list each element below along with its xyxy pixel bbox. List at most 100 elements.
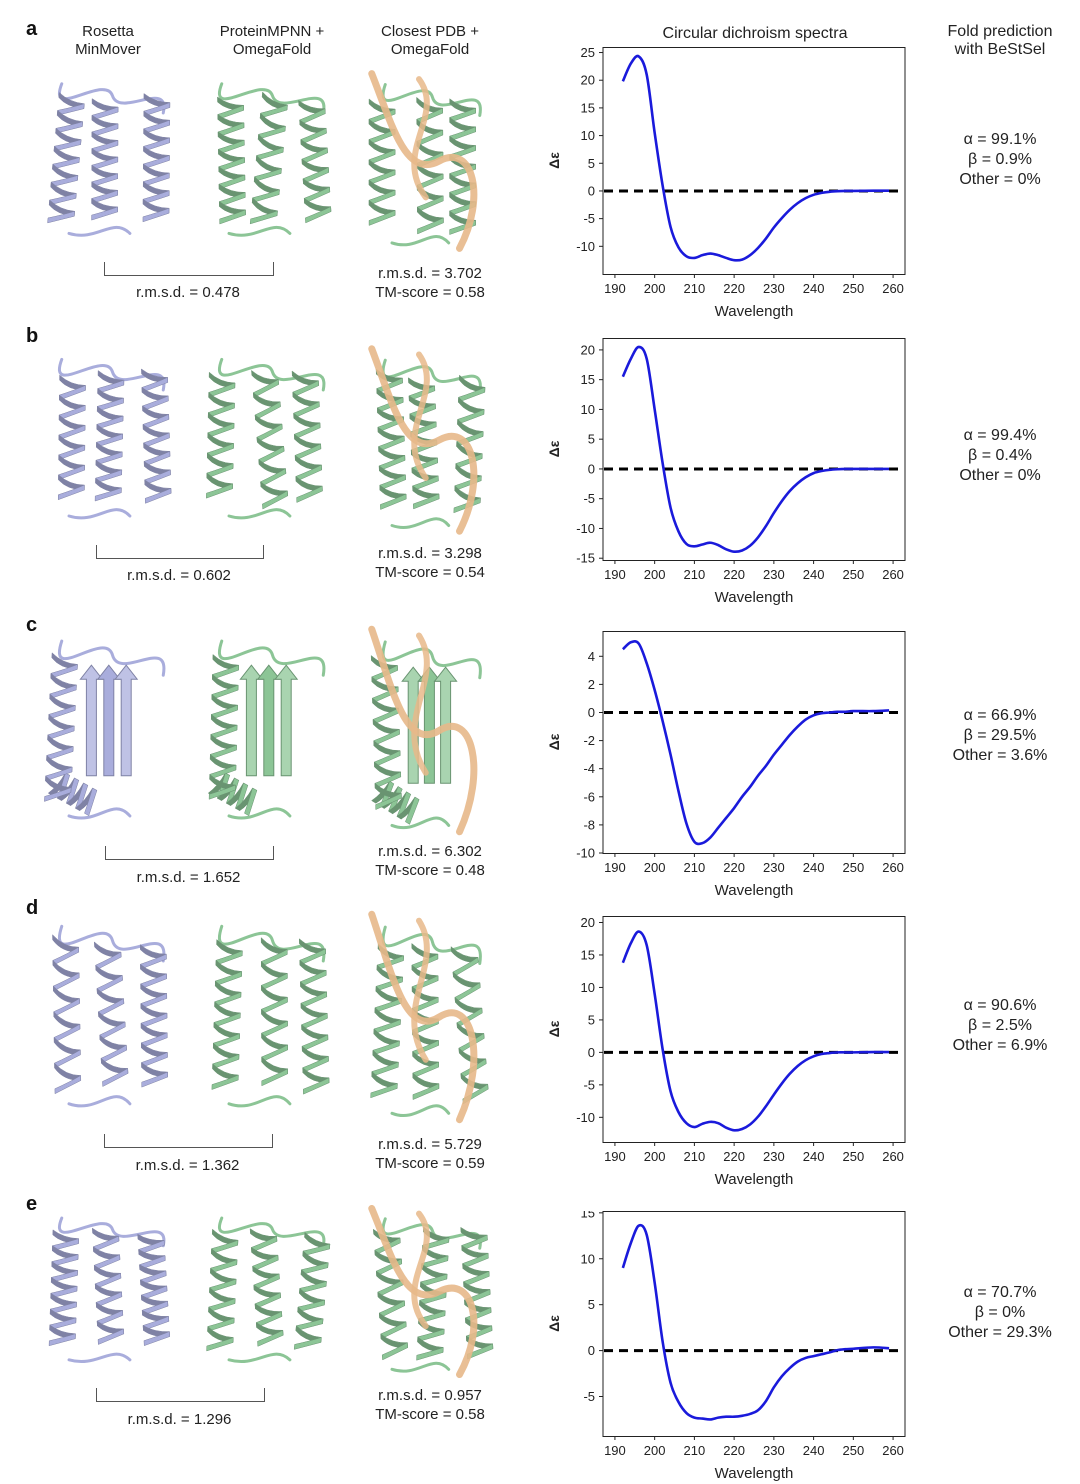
fold-other: Other = 6.9% — [952, 1037, 1048, 1054]
fold-prediction: α = 66.9% β = 29.5% Other = 3.6% — [930, 706, 1070, 766]
protein-loop — [218, 82, 326, 237]
tm-score-value: TM-score = 0.58 — [375, 1406, 485, 1423]
y-axis-label: Δε — [546, 1315, 562, 1332]
fold-prediction: α = 90.6% β = 2.5% Other = 6.9% — [930, 996, 1070, 1056]
y-tick-label: 20 — [581, 916, 595, 930]
y-tick-label: 5 — [588, 432, 595, 447]
fold-alpha: α = 90.6% — [963, 997, 1037, 1014]
alpha-helix — [137, 1233, 171, 1347]
rmsd-bracket — [96, 545, 264, 559]
x-tick-label: 190 — [604, 567, 626, 582]
beta-strand — [256, 664, 281, 777]
fold-other: Other = 0% — [959, 171, 1041, 188]
protein-loop — [381, 83, 482, 247]
rmsd-bracket — [105, 846, 274, 860]
fold-other: Other = 29.3% — [948, 1324, 1052, 1341]
protein-loop — [58, 639, 166, 820]
y-tick-label: -8 — [583, 817, 595, 832]
y-tick-label: 5 — [588, 1297, 595, 1312]
y-tick-label: 4 — [588, 649, 595, 664]
header-pdb: Closest PDB + OmegaFold — [360, 23, 500, 59]
cd-spectrum-chart: 4 2 0 -2 -4 -6 -8 -10 190 200 210 220 230 240 250 260 Wa… — [546, 631, 906, 899]
header-pdb-text: Closest PDB + OmegaFold — [381, 23, 479, 58]
protein-loop — [58, 1216, 166, 1363]
y-tick-label: -10 — [576, 1110, 595, 1125]
pdb-overlay-ribbon — [411, 632, 430, 776]
y-tick-label: 5 — [588, 1012, 595, 1027]
alpha-helix — [251, 369, 289, 510]
header-rosetta-text: Rosetta MinMover — [75, 23, 141, 58]
panel-letter: a — [26, 18, 38, 40]
protein-loop — [381, 925, 482, 1117]
y-tick-label: 0 — [588, 1343, 595, 1358]
panel-letter: d — [26, 897, 39, 919]
x-tick-label: 190 — [604, 860, 626, 875]
header-fold: Fold prediction with BeStSel — [930, 23, 1070, 59]
rmsd-pair-label: r.m.s.d. = 1.652 — [136, 869, 241, 886]
tm-score-value: TM-score = 0.48 — [375, 862, 485, 879]
x-tick-label: 230 — [763, 860, 785, 875]
x-tick-label: 200 — [644, 281, 666, 296]
x-tick-label: 230 — [763, 281, 785, 296]
x-axis-label: Wavelength — [715, 1465, 794, 1482]
x-tick-label: 260 — [882, 1443, 904, 1458]
y-tick-label: -5 — [583, 1077, 595, 1092]
x-tick-label: 210 — [684, 1443, 706, 1458]
rmsd-pair-label: r.m.s.d. = 1.296 — [127, 1411, 232, 1428]
y-tick-label: -10 — [576, 846, 595, 861]
protein-structure-image — [217, 82, 332, 237]
alpha-helix — [206, 1228, 239, 1352]
cd-spectrum-chart: 20 15 10 5 0 -5 -10 -15 190 200 210 220 230 240 250 260… — [546, 338, 906, 606]
alpha-helix — [92, 1227, 125, 1345]
x-tick-label: 220 — [723, 1149, 745, 1164]
cd-spectrum-chart: 25 20 15 10 5 0 -5 -10 190 200 210 220 230 240 250 260 W… — [546, 47, 906, 320]
protein-structure-image — [211, 924, 330, 1108]
alpha-helix — [206, 371, 236, 499]
protein-loop — [218, 1216, 326, 1363]
fold-alpha: α = 99.1% — [963, 131, 1037, 148]
alpha-helix — [375, 368, 407, 510]
tm-score-value: TM-score = 0.59 — [375, 1155, 485, 1172]
panel-letter: e — [26, 1193, 38, 1215]
header-cd: Circular dichroism spectra — [620, 25, 890, 43]
alpha-helix — [249, 91, 288, 225]
x-tick-label: 220 — [723, 1443, 745, 1458]
y-tick-label: 15 — [581, 947, 595, 962]
y-tick-label: -5 — [583, 1389, 595, 1404]
alpha-helix — [249, 1228, 284, 1347]
x-tick-label: 250 — [842, 281, 864, 296]
x-tick-label: 200 — [644, 860, 666, 875]
x-axis-label: Wavelength — [715, 882, 794, 899]
y-tick-label: -4 — [583, 761, 595, 776]
fold-alpha: α = 66.9% — [963, 707, 1037, 724]
x-tick-label: 240 — [803, 281, 825, 296]
alpha-helix — [217, 96, 246, 225]
y-axis-label: Δε — [546, 733, 562, 750]
y-axis-label: Δε — [546, 152, 562, 169]
x-tick-label: 190 — [604, 1443, 626, 1458]
rmsd-pdb-value: r.m.s.d. = 3.702 — [378, 265, 482, 282]
rmsd-pdb-label: r.m.s.d. = 3.298 TM-score = 0.54 — [355, 544, 505, 582]
beta-strand — [274, 664, 299, 777]
rmsd-bracket — [96, 1388, 265, 1402]
alpha-helix — [208, 653, 239, 800]
tm-score-value: TM-score = 0.54 — [375, 564, 485, 581]
alpha-helix — [260, 936, 288, 1087]
y-tick-label: -15 — [576, 551, 595, 566]
x-axis-label: Wavelength — [715, 1171, 794, 1188]
y-tick-label: 5 — [588, 156, 595, 171]
fold-other: Other = 3.6% — [952, 747, 1048, 764]
x-tick-label: 220 — [723, 567, 745, 582]
x-tick-label: 220 — [723, 281, 745, 296]
fold-beta: β = 29.5% — [963, 727, 1037, 744]
alpha-helix — [141, 368, 172, 504]
rmsd-pdb-label: r.m.s.d. = 3.702 TM-score = 0.58 — [355, 264, 505, 302]
x-axis-label: Wavelength — [715, 303, 794, 320]
alpha-helix — [291, 370, 323, 503]
protein-structure-image — [207, 639, 326, 820]
fold-prediction: α = 99.1% β = 0.9% Other = 0% — [930, 130, 1070, 190]
y-tick-label: 15 — [581, 100, 595, 115]
rmsd-pair-label: r.m.s.d. = 0.478 — [136, 284, 240, 301]
x-tick-label: 210 — [684, 281, 706, 296]
pdb-overlay-ribbon — [411, 1210, 430, 1330]
